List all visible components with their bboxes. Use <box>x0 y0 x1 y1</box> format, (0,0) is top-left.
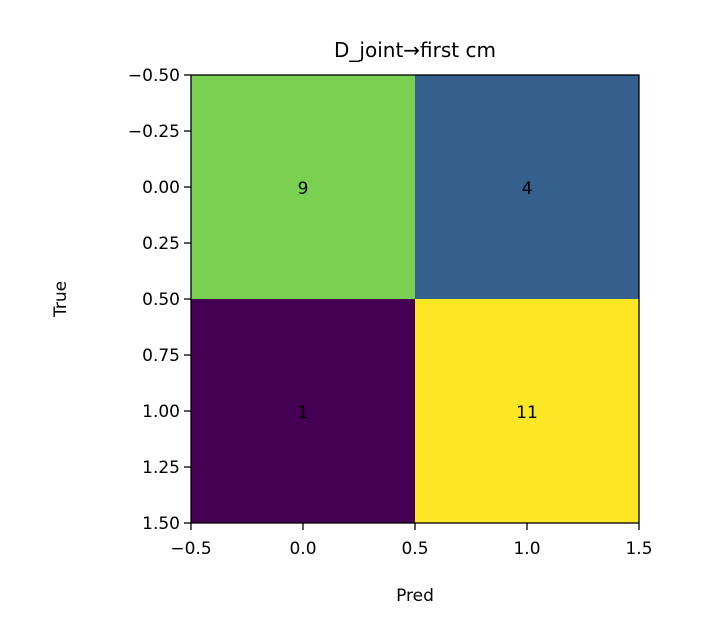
x-tick-label: 1.0 <box>513 539 540 559</box>
x-tick-label: 1.5 <box>625 539 652 559</box>
x-tick-label: −0.5 <box>170 539 211 559</box>
y-tick-label: 1.25 <box>142 458 180 478</box>
y-tick-label: 0.25 <box>142 234 180 254</box>
y-axis: −0.50 −0.25 0.00 0.25 0.50 0.75 1.00 1.25 1.50 <box>128 66 191 534</box>
cell-value-label-0-0: 9 <box>298 179 309 199</box>
heatmap-cell-0-1 <box>415 75 639 299</box>
heatmap-cell-1-0 <box>191 299 415 523</box>
heatmap-cell-0-0 <box>191 75 415 299</box>
cell-value-label-0-1: 4 <box>522 179 533 199</box>
x-axis: −0.5 0.0 0.5 1.0 1.5 <box>170 523 653 559</box>
y-axis-label: True <box>51 281 71 318</box>
cell-value-label-1-1: 11 <box>516 403 538 423</box>
heatmap-cells <box>191 75 639 523</box>
y-tick-label: 1.00 <box>142 402 180 422</box>
heatmap-cell-1-1 <box>415 299 639 523</box>
heatmap-cell-labels: 9 41 11 <box>298 179 538 423</box>
y-tick-label: 1.50 <box>142 514 180 534</box>
x-tick-label: 0.0 <box>289 539 316 559</box>
y-tick-label: 0.00 <box>142 178 180 198</box>
y-tick-label: 0.50 <box>142 290 180 310</box>
x-axis-label: Pred <box>396 586 434 606</box>
y-tick-label: −0.25 <box>128 122 180 142</box>
y-tick-label: 0.75 <box>142 346 180 366</box>
x-tick-label: 0.5 <box>401 539 428 559</box>
cell-value-label-1-0: 1 <box>298 403 309 423</box>
chart-title: D_joint→first cm <box>334 38 496 62</box>
y-tick-label: −0.50 <box>128 66 180 86</box>
